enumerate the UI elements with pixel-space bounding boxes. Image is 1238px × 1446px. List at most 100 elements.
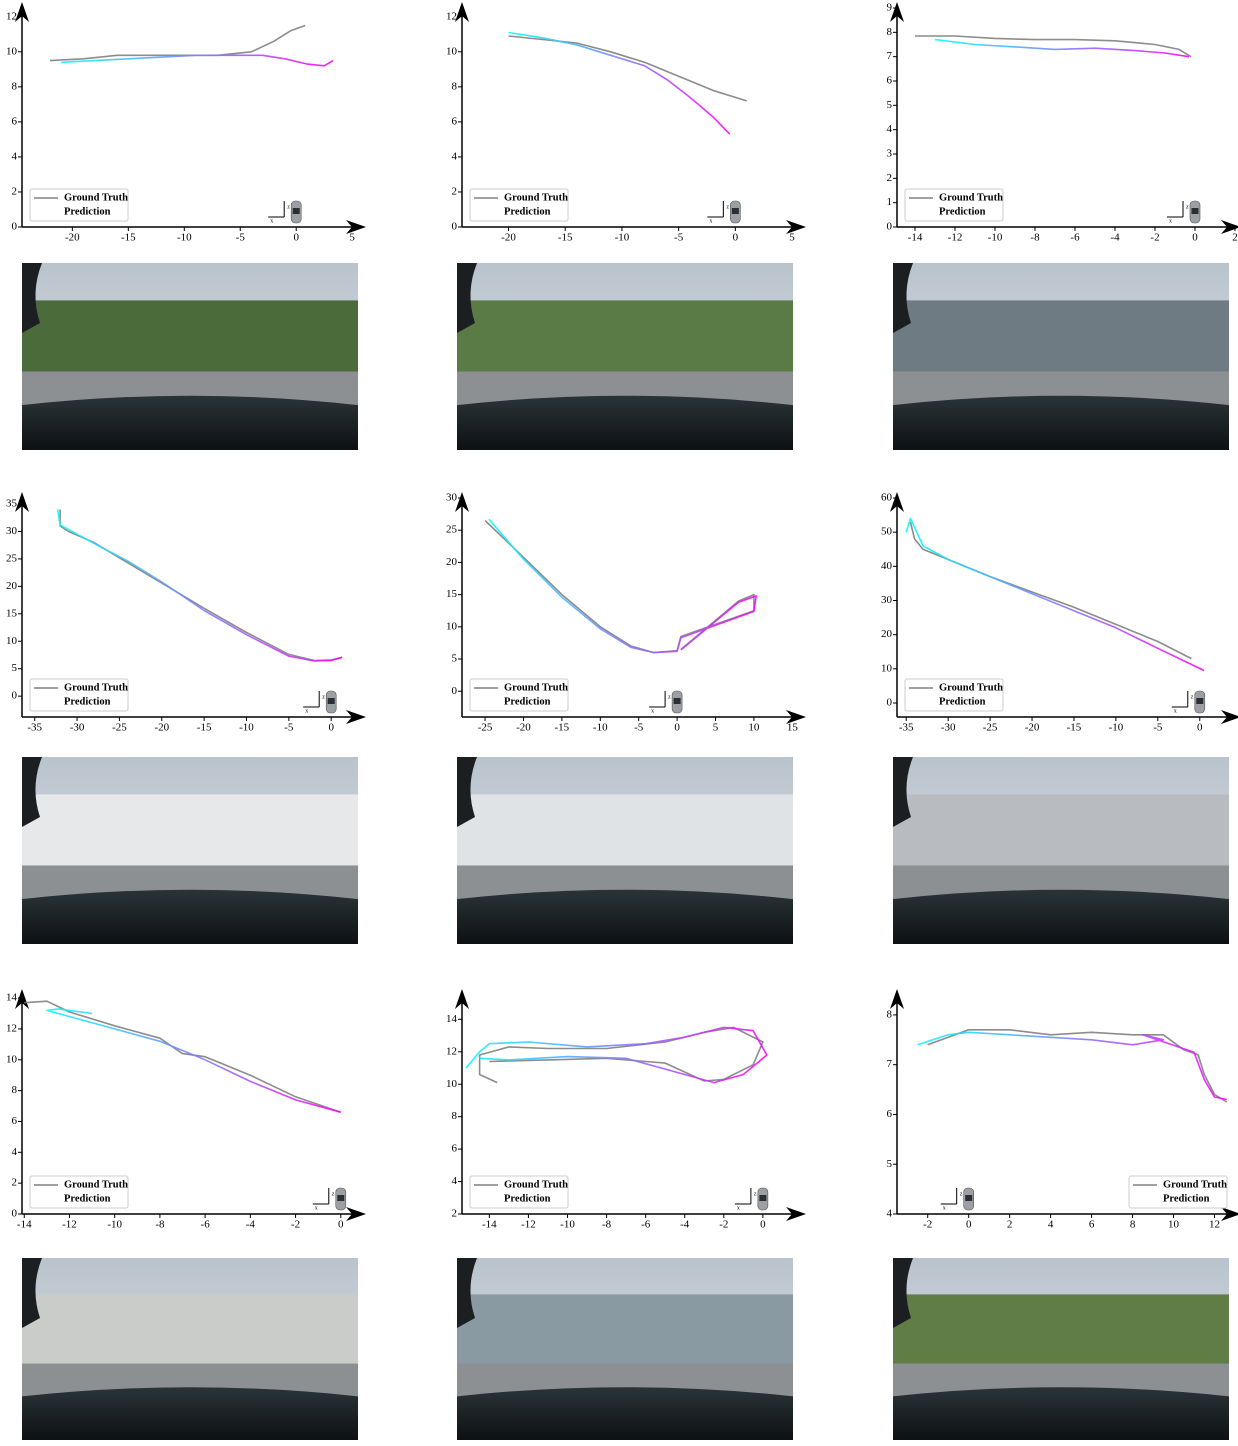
camera-images: [22, 263, 1229, 1440]
y-tick-label: 4: [887, 1208, 893, 1220]
trajectory: [910, 522, 1191, 659]
camera-image: [22, 263, 358, 450]
x-tick-label: 0: [338, 1219, 344, 1231]
camera-image: [22, 757, 358, 944]
scene: [893, 1294, 1229, 1370]
dashboard: [457, 1387, 793, 1440]
y-tick-label: 14: [6, 992, 18, 1004]
y-tick-label: 15: [6, 607, 18, 619]
y-tick-label: 8: [887, 26, 893, 38]
scene: [22, 300, 358, 379]
x-tick-label: 5: [349, 232, 355, 244]
legend-label: Ground Truth: [64, 1179, 128, 1190]
y-tick-label: 10: [6, 1053, 18, 1065]
x-tick-label: -5: [284, 722, 294, 734]
frame-z-label: z: [1191, 694, 1194, 700]
trajectory: [485, 521, 754, 653]
y-tick-label: 3: [887, 148, 893, 160]
legend-label: Prediction: [939, 206, 986, 217]
y-tick-label: 1: [887, 196, 893, 208]
x-tick-label: -25: [983, 722, 998, 734]
x-tick-label: -14: [482, 1219, 497, 1231]
y-tick-label: 8: [452, 80, 458, 92]
car-window: [732, 208, 739, 214]
legend-label: Ground Truth: [504, 682, 568, 693]
y-tick-label: 10: [881, 662, 893, 674]
x-tick-label: -6: [1070, 232, 1080, 244]
y-tick-label: 2: [12, 185, 18, 197]
legend-label: Ground Truth: [939, 682, 1003, 693]
x-tick-label: -12: [62, 1219, 77, 1231]
x-tick-label: -15: [558, 232, 573, 244]
y-tick-label: 7: [887, 50, 893, 62]
x-tick-label: -10: [560, 1219, 575, 1231]
frame-x-label: x: [315, 1205, 318, 1211]
x-tick-label: -14: [908, 232, 923, 244]
scene: [893, 794, 1229, 873]
y-tick-label: 10: [6, 45, 18, 57]
x-tick-label: -8: [602, 1219, 612, 1231]
x-tick-label: 0: [733, 232, 739, 244]
x-tick-label: -2: [719, 1219, 728, 1231]
x-tick-label: 0: [293, 232, 299, 244]
x-tick-label: -10: [177, 232, 192, 244]
x-tick-label: -2: [923, 1219, 932, 1231]
y-tick-label: 10: [6, 635, 18, 647]
x-tick-label: 0: [1197, 722, 1203, 734]
y-tick-label: 7: [887, 1058, 893, 1070]
x-tick-label: 8: [1130, 1219, 1136, 1231]
y-tick-label: 25: [6, 552, 18, 564]
camera-image: [22, 1258, 358, 1440]
y-tick-label: 30: [881, 594, 893, 606]
car-window: [965, 1195, 972, 1201]
y-tick-label: 20: [446, 556, 458, 568]
y-tick-label: 40: [881, 560, 893, 572]
legend-label: Ground Truth: [504, 192, 568, 203]
frame-z-label: z: [287, 204, 290, 210]
x-tick-label: 0: [1192, 232, 1198, 244]
y-tick-label: 5: [452, 653, 458, 665]
x-tick-label: -20: [501, 232, 516, 244]
y-tick-label: 5: [887, 1158, 893, 1170]
trajectory: [928, 1030, 1227, 1102]
scene: [457, 794, 793, 873]
frame-x-label: x: [737, 1205, 740, 1211]
frame-x-label: x: [1169, 218, 1172, 224]
y-tick-label: 6: [452, 115, 458, 127]
y-tick-label: 0: [887, 221, 893, 233]
x-tick-label: -10: [107, 1219, 122, 1231]
x-tick-label: 0: [328, 722, 334, 734]
legend-label: Prediction: [1163, 1193, 1210, 1204]
frame-x-label: x: [1174, 708, 1177, 714]
x-tick-label: 12: [1209, 1219, 1220, 1231]
y-tick-label: 0: [452, 221, 458, 233]
frame-x-label: x: [709, 218, 712, 224]
x-tick-label: 2: [1007, 1219, 1013, 1231]
x-tick-label: -4: [1110, 232, 1120, 244]
legend-label: Prediction: [504, 1193, 551, 1204]
x-tick-label: -10: [615, 232, 630, 244]
dashboard: [893, 890, 1229, 944]
car-window: [1192, 208, 1199, 214]
frame-z-label: z: [1186, 204, 1189, 210]
y-tick-label: 10: [446, 1078, 458, 1090]
x-tick-label: -25: [112, 722, 127, 734]
x-tick-label: -20: [154, 722, 169, 734]
car-window: [674, 698, 681, 704]
y-tick-label: 4: [887, 123, 893, 135]
trajectory: [918, 1032, 1227, 1099]
scene: [22, 794, 358, 873]
x-tick-label: -15: [1067, 722, 1082, 734]
y-tick-label: 25: [446, 524, 458, 536]
y-tick-label: 20: [6, 580, 18, 592]
dashboard: [457, 396, 793, 450]
car-window: [328, 698, 335, 704]
scene: [893, 300, 1229, 379]
